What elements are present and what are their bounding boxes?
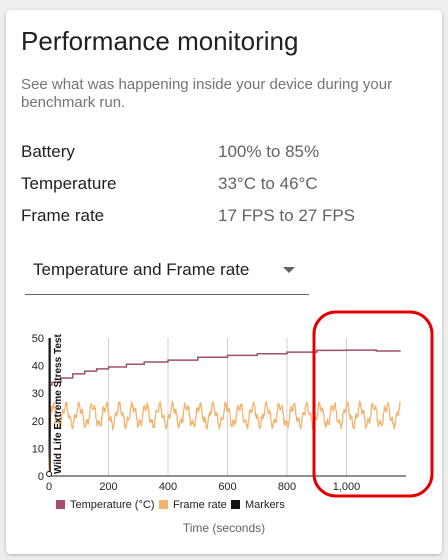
x-axis-label: Time (seconds) xyxy=(183,521,265,535)
legend-label-0: Temperature (°C) xyxy=(70,499,154,511)
frame-rate-line xyxy=(48,399,401,477)
legend-swatch-0 xyxy=(56,500,65,509)
y-tick-label-40: 40 xyxy=(32,361,44,373)
chart-selector-dropdown[interactable]: Temperature and Frame rate xyxy=(25,248,309,295)
dropdown-arrow-icon[interactable] xyxy=(283,267,295,273)
y-tick-label-0: 0 xyxy=(38,471,44,483)
stat-value: 33°C to 46°C xyxy=(218,174,318,193)
y-tick-label-30: 30 xyxy=(32,388,44,400)
highlight-annotation xyxy=(312,310,434,498)
x-tick-label-0: 0 xyxy=(46,481,52,493)
y-tick-label-20: 20 xyxy=(32,416,44,428)
stat-value: 100% to 85% xyxy=(218,142,320,161)
stat-label: Frame rate xyxy=(21,206,105,225)
chart-selector-value: Temperature and Frame rate xyxy=(33,260,250,279)
legend-label-2: Markers xyxy=(245,499,285,511)
stat-label: Temperature xyxy=(21,174,117,193)
x-tick-label-800: 800 xyxy=(278,481,296,493)
legend-label-1: Frame rate xyxy=(173,499,227,511)
stat-row-frame-rate: Frame rate 17 FPS to 27 FPS xyxy=(21,206,355,226)
x-tick-label-400: 400 xyxy=(159,481,177,493)
y-tick-label-10: 10 xyxy=(32,443,44,455)
stat-row-temperature: Temperature 33°C to 46°C xyxy=(21,174,318,194)
performance-card xyxy=(6,10,442,554)
legend-swatch-1 xyxy=(159,500,168,509)
x-tick-label-1000: 1,000 xyxy=(333,481,361,493)
stat-row-battery: Battery 100% to 85% xyxy=(21,142,319,162)
page-subtitle: See what was happening inside your devic… xyxy=(21,76,393,111)
x-tick-label-200: 200 xyxy=(99,481,117,493)
legend-swatch-2 xyxy=(231,500,240,509)
stat-value: 17 FPS to 27 FPS xyxy=(218,206,356,225)
marker-dot-0 xyxy=(46,471,52,477)
page-title: Performance monitoring xyxy=(21,26,299,56)
temperature-line xyxy=(49,349,401,386)
y-tick-label-50: 50 xyxy=(32,333,44,345)
marker-label-0: Wild Life Extreme Stress Test xyxy=(53,334,64,474)
x-tick-label-600: 600 xyxy=(218,481,236,493)
stat-label: Battery xyxy=(21,142,75,161)
